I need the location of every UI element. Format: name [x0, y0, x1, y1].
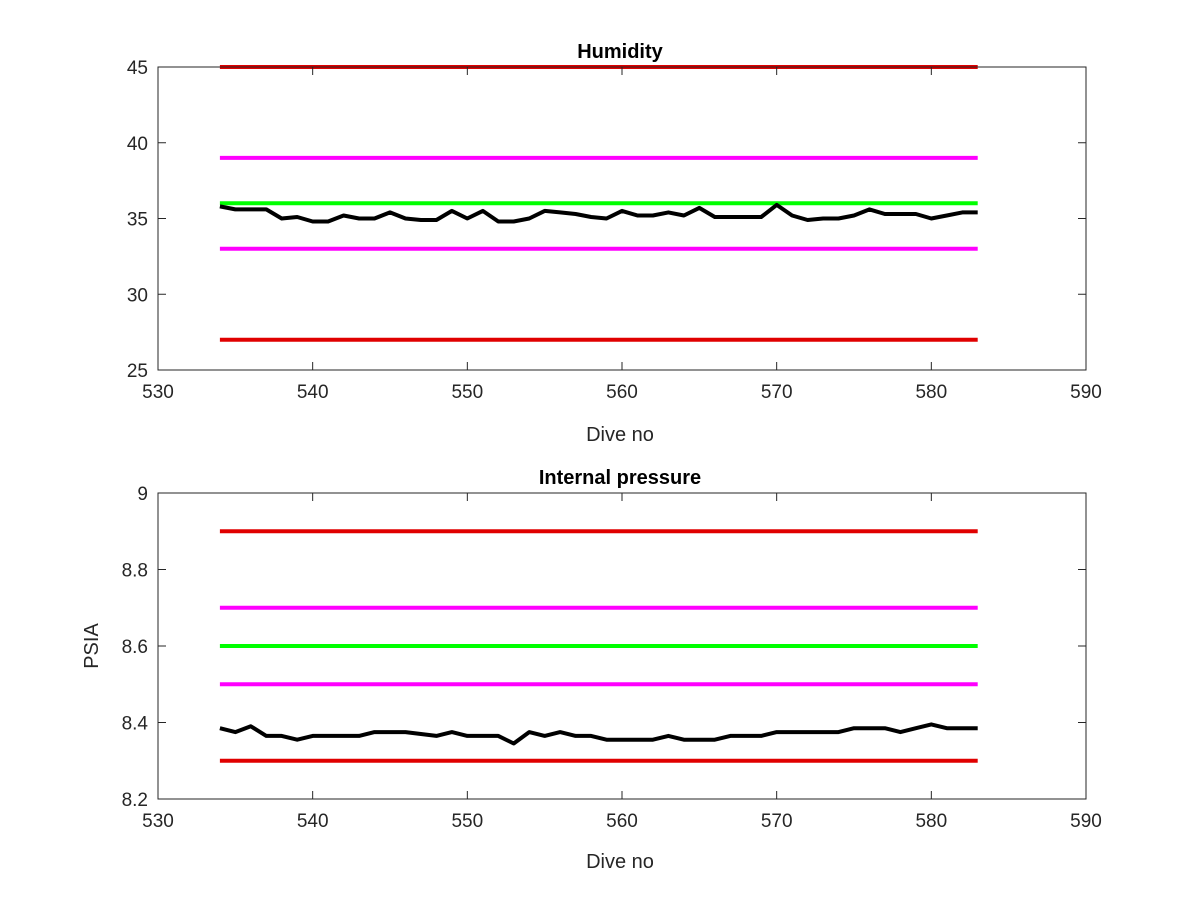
humidity-x-tick-label-2: 550	[451, 382, 483, 403]
pressure-y-tick-label-2: 8.6	[122, 637, 148, 658]
humidity-x-tick-label-3: 560	[606, 382, 638, 403]
pressure-x-tick-label-1: 540	[297, 811, 329, 832]
pressure-y-axis-label: PSIA	[81, 623, 103, 669]
humidity-x-tick-label-6: 590	[1070, 382, 1102, 403]
pressure-series-layer	[219, 529, 978, 763]
pressure-y-tick-label-0: 8.2	[122, 790, 148, 811]
pressure-x-tick-label-4: 570	[761, 811, 793, 832]
humidity-x-tick-label-0: 530	[142, 382, 174, 403]
humidity-y-tick-label-3: 40	[127, 134, 148, 155]
pressure-y-tick-label-1: 8.4	[122, 714, 149, 735]
pressure-x-tick-label-5: 580	[915, 811, 947, 832]
humidity-x-tick-label-4: 570	[761, 382, 793, 403]
pressure-x-tick-label-3: 560	[606, 811, 638, 832]
humidity-y-tick-label-2: 35	[127, 210, 148, 231]
pressure-x-axis-label: Dive no	[586, 851, 654, 873]
pressure-x-tick-label-6: 590	[1070, 811, 1102, 832]
humidity-y-tick-label-0: 25	[127, 361, 148, 382]
pressure-chart-title: Internal pressure	[539, 467, 701, 489]
pressure-y-tick-label-4: 9	[137, 484, 148, 505]
humidity-x-axis-label: Dive no	[586, 424, 654, 446]
humidity-x-tick-label-5: 580	[915, 382, 947, 403]
internal-pressure-plot: Internal pressure 530 540 550 560 570 580 590 8…	[81, 467, 1102, 873]
humidity-tick-layer: 530 540 550 560 570 580 590 25 30 35 40 45	[127, 58, 1102, 403]
pressure-series-line-5	[219, 722, 978, 746]
pressure-tick-layer: 530 540 550 560 570 580 590 8.2 8.4 8.6 8.8 9	[122, 484, 1102, 832]
humidity-y-tick-label-4: 45	[127, 58, 148, 79]
humidity-y-tick-label-1: 30	[127, 285, 148, 306]
humidity-plot: Humidity 530 540 550 560 570 580 590 25 30 35 40 45…	[127, 41, 1102, 446]
pressure-y-tick-label-3: 8.8	[122, 561, 148, 582]
humidity-x-tick-label-1: 540	[297, 382, 329, 403]
pressure-x-tick-label-0: 530	[142, 811, 174, 832]
humidity-series-line-5	[219, 202, 978, 224]
pressure-x-tick-label-2: 550	[451, 811, 483, 832]
humidity-chart-title: Humidity	[577, 41, 663, 63]
